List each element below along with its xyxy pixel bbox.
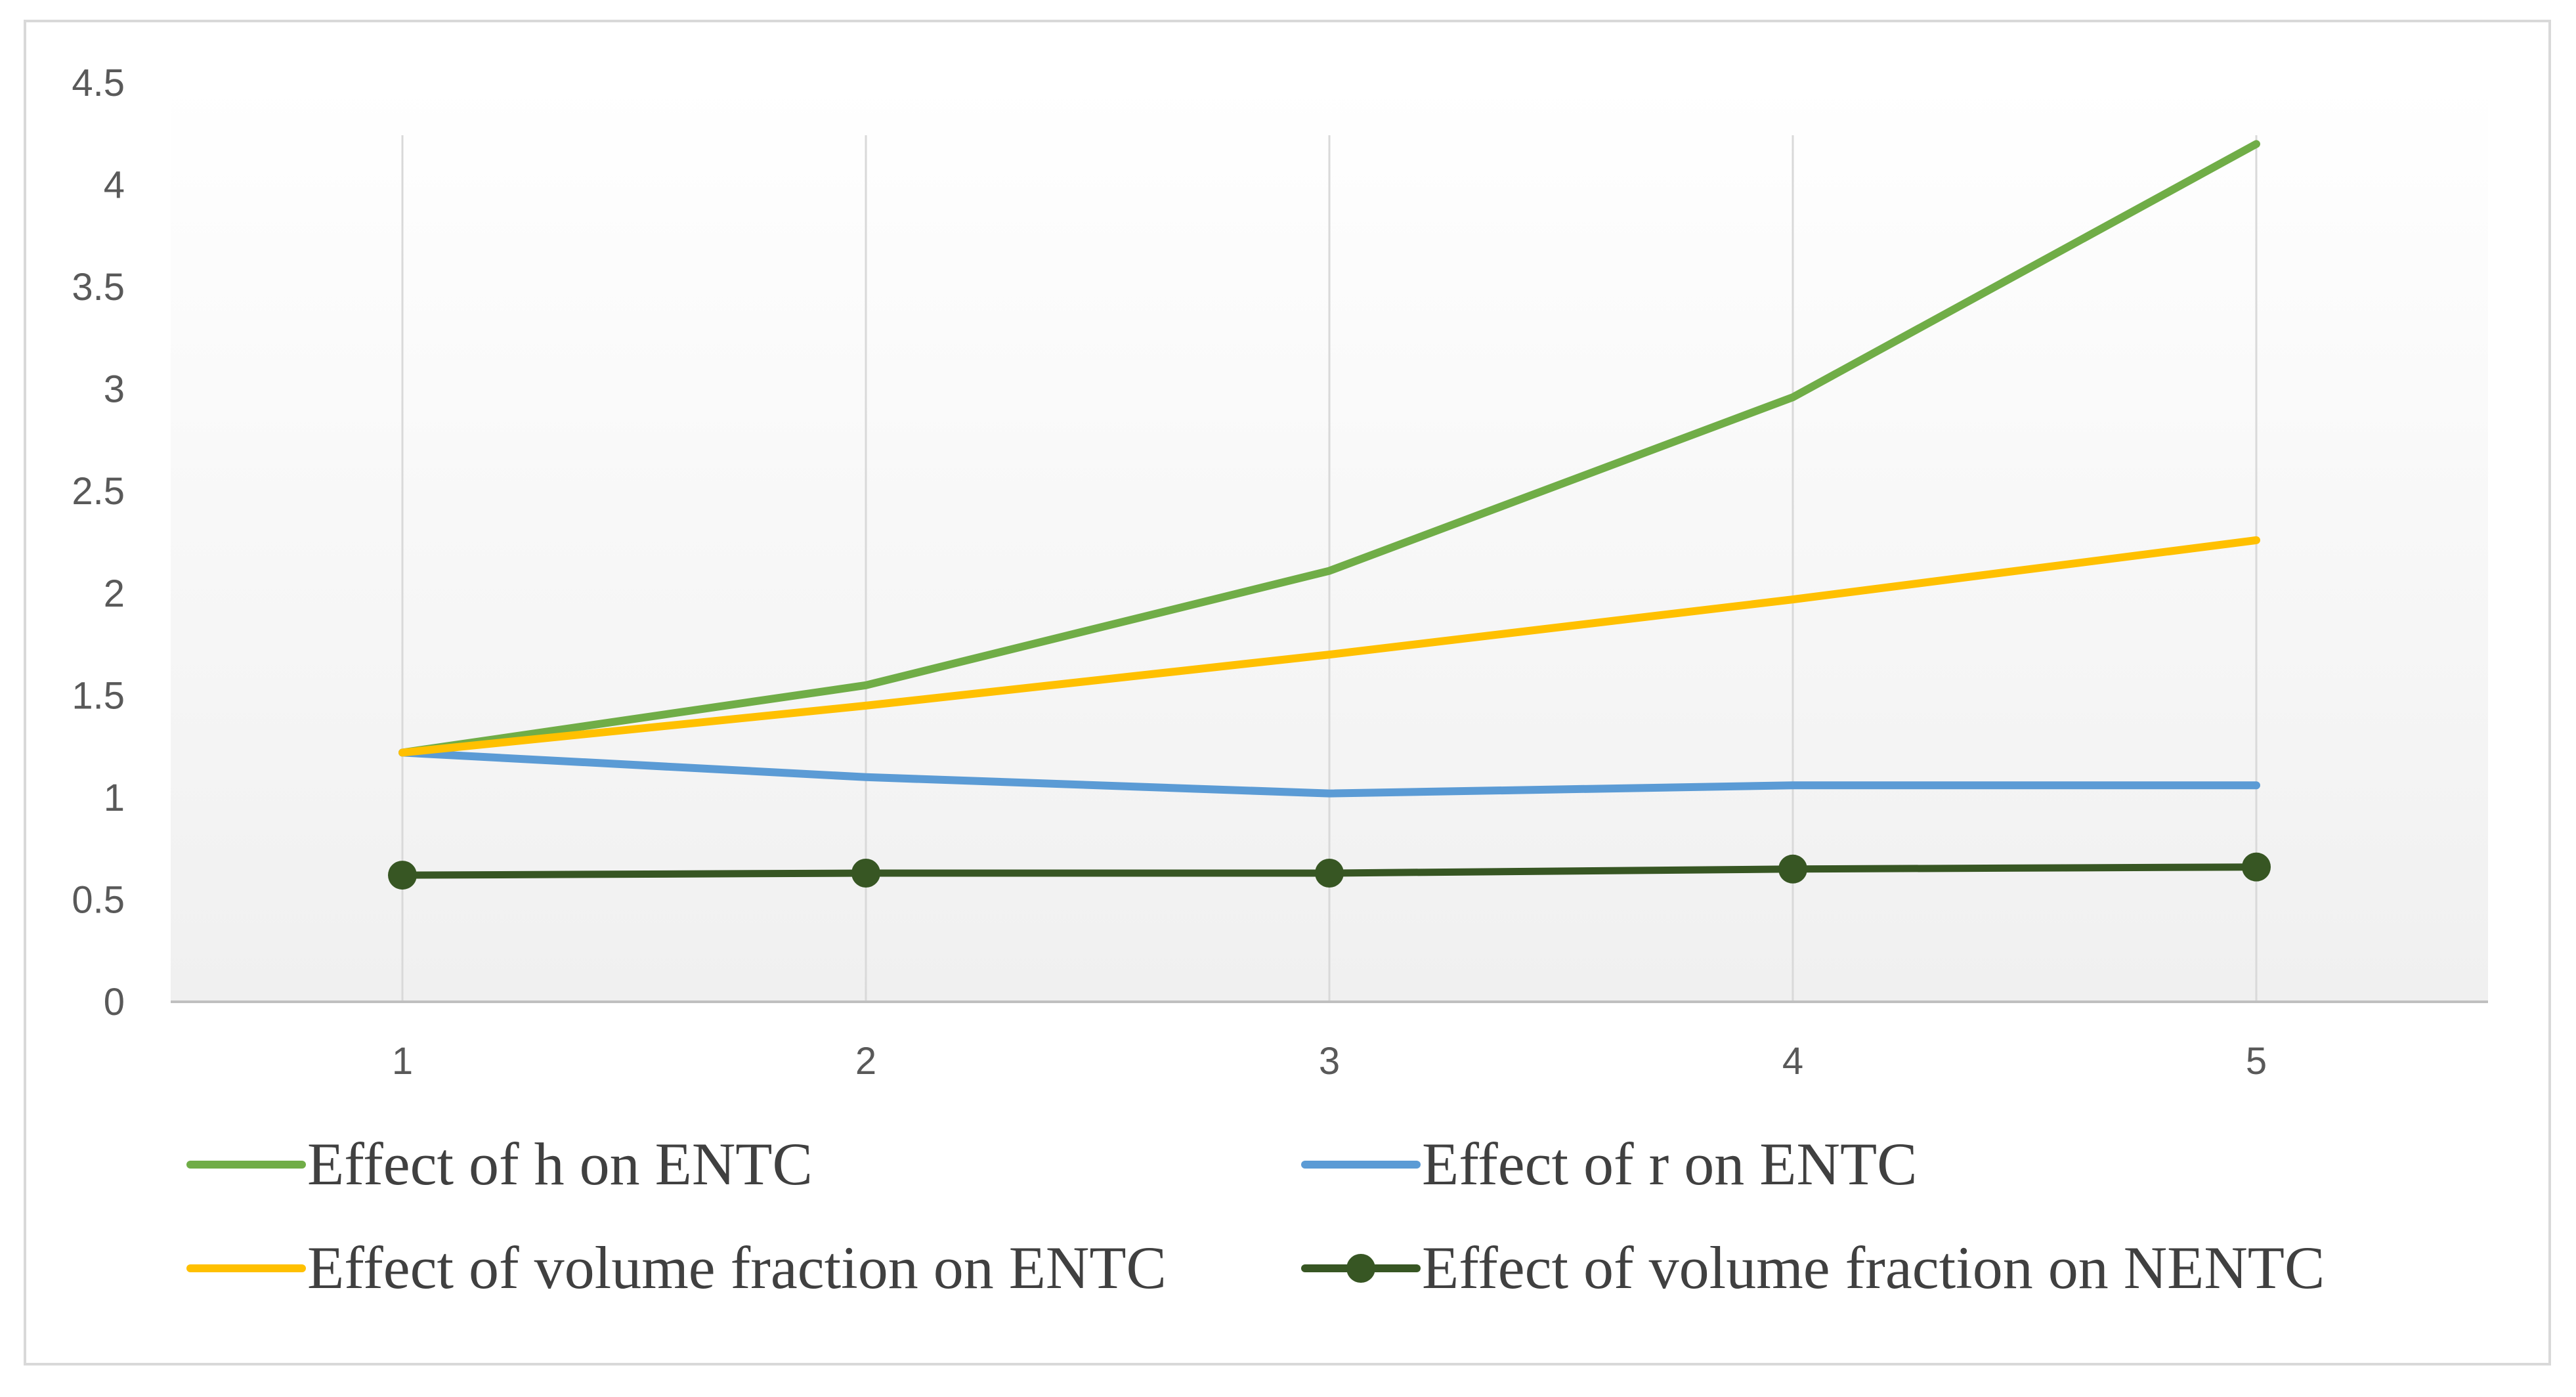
legend: Effect of h on ENTC Effect of r on ENTC Ef…: [186, 1130, 2325, 1301]
y-tick-label: 1: [104, 777, 125, 819]
series-line-3: [398, 536, 2260, 757]
y-tick-label: 4: [104, 164, 125, 207]
data-point: [851, 859, 880, 888]
chart-frame: 0 0.5 1 1.5 2 2.5 3 3.5 4 4.5 1 2 3 4 5 Effect of h on…: [24, 20, 2551, 1365]
data-point: [1315, 859, 1344, 888]
y-tick-label: 3: [104, 368, 125, 411]
data-point: [2242, 852, 2271, 882]
x-tick-label: 2: [855, 1040, 876, 1083]
y-tick-label: 3.5: [72, 266, 125, 309]
legend-label: Effect of h on ENTC: [307, 1130, 813, 1197]
y-tick-label: 0.5: [72, 878, 125, 921]
y-tick-label: 2: [104, 572, 125, 615]
y-tick-label: 4.5: [72, 62, 125, 104]
y-tick-label: 2.5: [72, 470, 125, 513]
legend-marker: [1346, 1254, 1375, 1283]
data-point: [1778, 854, 1807, 884]
legend-label: Effect of volume fraction on NENTC: [1422, 1234, 2325, 1301]
legend-item: Effect of volume fraction on NENTC: [1301, 1234, 2325, 1301]
x-tick-label: 3: [1319, 1040, 1340, 1083]
x-tick-label: 5: [2246, 1040, 2267, 1083]
line-chart: 0 0.5 1 1.5 2 2.5 3 3.5 4 4.5 1 2 3 4 5 Effect of h on…: [72, 62, 2488, 1301]
series-lines: [388, 140, 2271, 890]
series-line-2: [398, 748, 2260, 798]
legend-item: Effect of r on ENTC: [1301, 1130, 1918, 1197]
legend-item: Effect of volume fraction on ENTC: [186, 1234, 1167, 1301]
tick-labels: 0 0.5 1 1.5 2 2.5 3 3.5 4 4.5 1 2 3 4 5: [72, 62, 2267, 1083]
y-tick-label: 1.5: [72, 674, 125, 717]
y-tick-label: 0: [104, 981, 125, 1023]
x-tick-label: 1: [392, 1040, 413, 1083]
legend-label: Effect of volume fraction on ENTC: [307, 1234, 1167, 1301]
series-line-1: [398, 140, 2260, 757]
data-point: [388, 861, 417, 890]
x-tick-label: 4: [1782, 1040, 1803, 1083]
legend-item: Effect of h on ENTC: [186, 1130, 813, 1197]
legend-label: Effect of r on ENTC: [1422, 1130, 1918, 1197]
